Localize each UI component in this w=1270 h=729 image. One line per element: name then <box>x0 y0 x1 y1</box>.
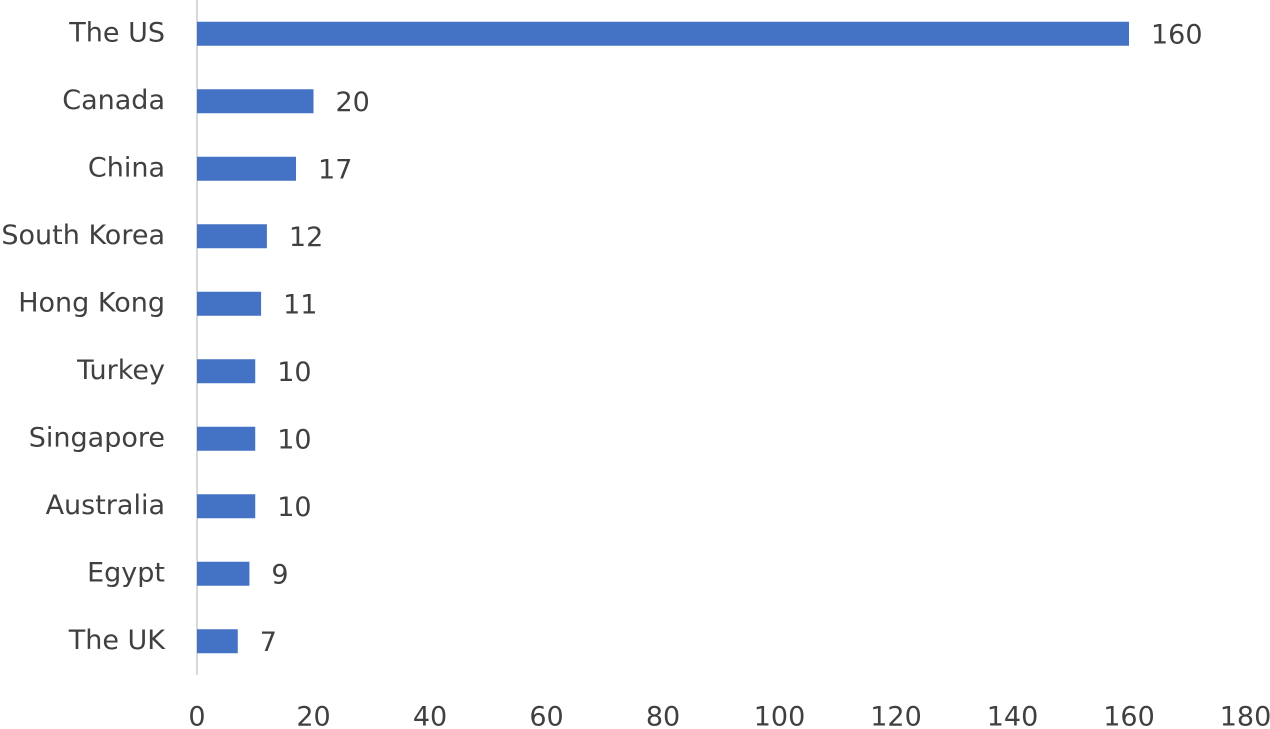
value-label: 10 <box>277 424 311 455</box>
bar <box>197 224 267 249</box>
value-label: 17 <box>318 154 352 185</box>
y-tick-label: Canada <box>62 85 165 116</box>
y-tick-label: The US <box>68 17 165 48</box>
y-tick-label: The UK <box>68 625 167 656</box>
y-tick-label: Hong Kong <box>18 287 165 318</box>
value-label: 160 <box>1151 19 1203 50</box>
value-label: 10 <box>277 357 311 388</box>
value-label: 20 <box>336 87 370 118</box>
value-label: 9 <box>271 559 288 590</box>
bar <box>197 291 262 316</box>
bar <box>197 359 256 384</box>
bar <box>197 21 1129 46</box>
bar <box>197 156 297 181</box>
bar <box>197 561 250 586</box>
value-label: 10 <box>277 492 311 523</box>
x-tick-label: 40 <box>413 702 447 729</box>
bar <box>197 494 256 519</box>
y-tick-label: China <box>88 152 165 183</box>
y-tick-label: Turkey <box>76 355 165 386</box>
value-label: 7 <box>260 627 277 658</box>
y-tick-label: Egypt <box>87 557 165 588</box>
bar <box>197 426 256 451</box>
y-tick-label: South Korea <box>1 220 165 251</box>
y-tick-label: Australia <box>46 490 165 521</box>
bar <box>197 89 314 114</box>
x-tick-label: 60 <box>529 702 563 729</box>
x-tick-label: 100 <box>754 702 806 729</box>
value-label: 12 <box>289 222 323 253</box>
x-tick-label: 80 <box>646 702 680 729</box>
x-tick-label: 0 <box>188 702 205 729</box>
x-tick-label: 160 <box>1103 702 1155 729</box>
x-tick-label: 120 <box>870 702 922 729</box>
x-tick-label: 20 <box>296 702 330 729</box>
bar <box>197 629 238 654</box>
value-label: 11 <box>283 289 317 320</box>
x-tick-label: 180 <box>1220 702 1270 729</box>
x-tick-label: 140 <box>987 702 1039 729</box>
y-tick-label: Singapore <box>29 422 165 453</box>
